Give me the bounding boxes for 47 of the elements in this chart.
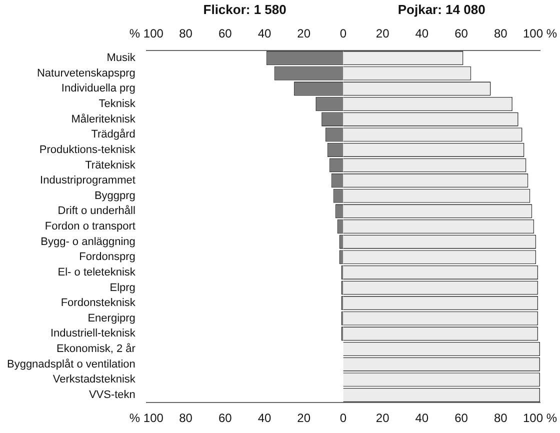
x-tick-label: 20 bbox=[297, 411, 311, 426]
y-tick-label: Verkstadsteknisk bbox=[52, 374, 136, 386]
x-tick-label: 20 bbox=[376, 411, 390, 426]
x2-tick-label: % 100 bbox=[129, 26, 164, 41]
x2-tick-label: 80 bbox=[494, 26, 508, 41]
x2-tick-label: 80 bbox=[179, 26, 193, 41]
y-tick-label: Drift o underhåll bbox=[58, 205, 136, 218]
y-tick-label: Musik bbox=[106, 52, 136, 64]
x-tick-label: 40 bbox=[415, 411, 429, 426]
y-tick-label: Industriprogrammet bbox=[40, 174, 136, 187]
x-tick-label: 40 bbox=[258, 411, 272, 426]
y-tick-label: El- o teleteknisk bbox=[58, 266, 136, 278]
x2-tick-label: 60 bbox=[218, 26, 232, 41]
y-tick-label: Byggnadsplåt o ventilation bbox=[6, 358, 136, 370]
y-tick-label: Trädgård bbox=[91, 128, 136, 141]
x2-tick-label: 20 bbox=[376, 26, 390, 41]
x-tick-label: 0 bbox=[340, 411, 347, 426]
x2-tick-label: 20 bbox=[297, 26, 311, 41]
x2-tick-label: 40 bbox=[258, 26, 272, 41]
y-tick-label: Bygg- o anläggning bbox=[40, 236, 136, 248]
x-tick-label: 60 bbox=[218, 411, 232, 426]
y-tick-label: Måleriteknisk bbox=[71, 113, 136, 126]
x-tick-label: 80 bbox=[494, 411, 508, 426]
y-tick-label: Industriell-teknisk bbox=[50, 328, 136, 340]
y-tick-label: Byggprg bbox=[94, 190, 136, 202]
y-tick-label: Teknisk bbox=[98, 98, 136, 110]
y-tick-label: Individuella prg bbox=[61, 82, 136, 95]
x-tick-label: 100 % bbox=[522, 411, 558, 426]
text: Pojkar: 14 080 bbox=[398, 2, 486, 18]
y-tick-label: Elprg bbox=[110, 282, 136, 294]
y-tick-label: Naturvetenskapsprg bbox=[36, 67, 136, 80]
y-tick-label: Träteknisk bbox=[85, 159, 136, 172]
x2-tick-label: 0 bbox=[340, 26, 347, 41]
y-tick-label: Fordon o transport bbox=[44, 220, 136, 233]
x-tick-label: 80 bbox=[179, 411, 193, 426]
y-tick-label: Ekonomisk, 2 år bbox=[56, 343, 136, 356]
x-tick-label: 60 bbox=[454, 411, 468, 426]
y-tick-label: Fordonsprg bbox=[79, 251, 136, 264]
y-tick-label: Energiprg bbox=[88, 312, 136, 324]
y-tick-label: Fordonsteknisk bbox=[60, 297, 136, 310]
y-tick-label: Produktions-teknisk bbox=[39, 144, 136, 156]
text: Flickor: 1 580 bbox=[203, 2, 286, 18]
x2-tick-label: 100 % bbox=[522, 26, 558, 41]
x2-tick-label: 60 bbox=[454, 26, 468, 41]
x2-tick-label: 40 bbox=[415, 26, 429, 41]
x-tick-label: % 100 bbox=[129, 411, 164, 426]
y-tick-label: VVS-tekn bbox=[88, 388, 136, 401]
